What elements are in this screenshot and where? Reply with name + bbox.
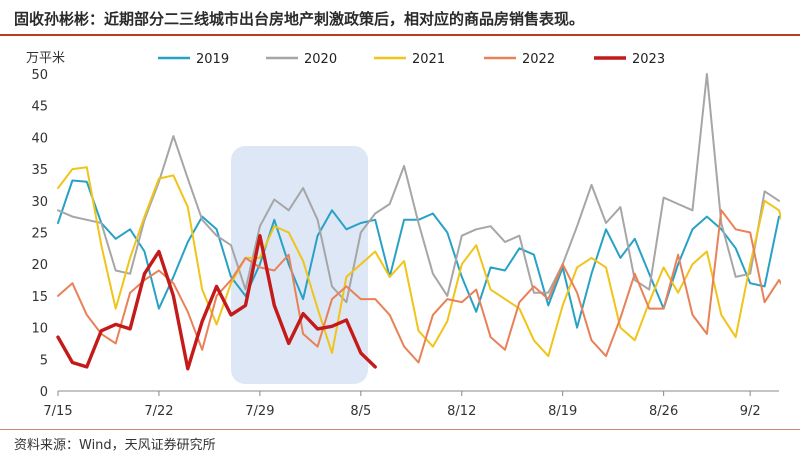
x-tick-label: 8/26 (649, 404, 678, 419)
y-tick-label: 10 (31, 322, 48, 337)
series-line-2019 (57, 179, 780, 329)
y-tick-label: 45 (31, 100, 48, 115)
y-tick-label: 30 (31, 195, 48, 210)
series-group (56, 73, 781, 371)
y-axis-unit: 万平米 (26, 51, 65, 66)
legend-label-2020: 2020 (304, 52, 337, 67)
series-line-2020 (57, 73, 780, 304)
legend-label-2023: 2023 (632, 52, 665, 67)
series-line-2022 (57, 209, 781, 364)
source-divider (0, 429, 800, 430)
x-tick-label: 8/12 (447, 404, 476, 419)
y-tick-label: 25 (31, 227, 48, 242)
chart-title: 固收孙彬彬：近期部分二三线城市出台房地产刺激政策后，相对应的商品房销售表现。 (14, 10, 585, 28)
legend-label-2019: 2019 (196, 52, 229, 67)
source-note: 资料来源：Wind，天风证券研究所 (14, 438, 216, 453)
series-line-2021 (57, 166, 781, 358)
legend-label-2022: 2022 (522, 52, 555, 67)
x-tick-label: 7/15 (43, 404, 72, 419)
y-tick-label: 15 (31, 290, 48, 305)
x-tick-label: 8/19 (548, 404, 577, 419)
series-line-2023 (56, 233, 377, 371)
x-tick-label: 7/29 (245, 404, 274, 419)
y-tick-label: 40 (31, 131, 48, 146)
title-divider (0, 34, 800, 36)
y-tick-label: 50 (31, 68, 48, 83)
legend-label-2021: 2021 (412, 52, 445, 67)
y-tick-label: 5 (40, 353, 48, 368)
x-tick-label: 9/2 (740, 404, 761, 419)
x-tick-label: 7/22 (144, 404, 173, 419)
y-tick-label: 35 (31, 163, 48, 178)
x-tick-label: 8/5 (350, 404, 371, 419)
y-tick-label: 20 (31, 258, 48, 273)
y-tick-label: 0 (40, 385, 48, 400)
